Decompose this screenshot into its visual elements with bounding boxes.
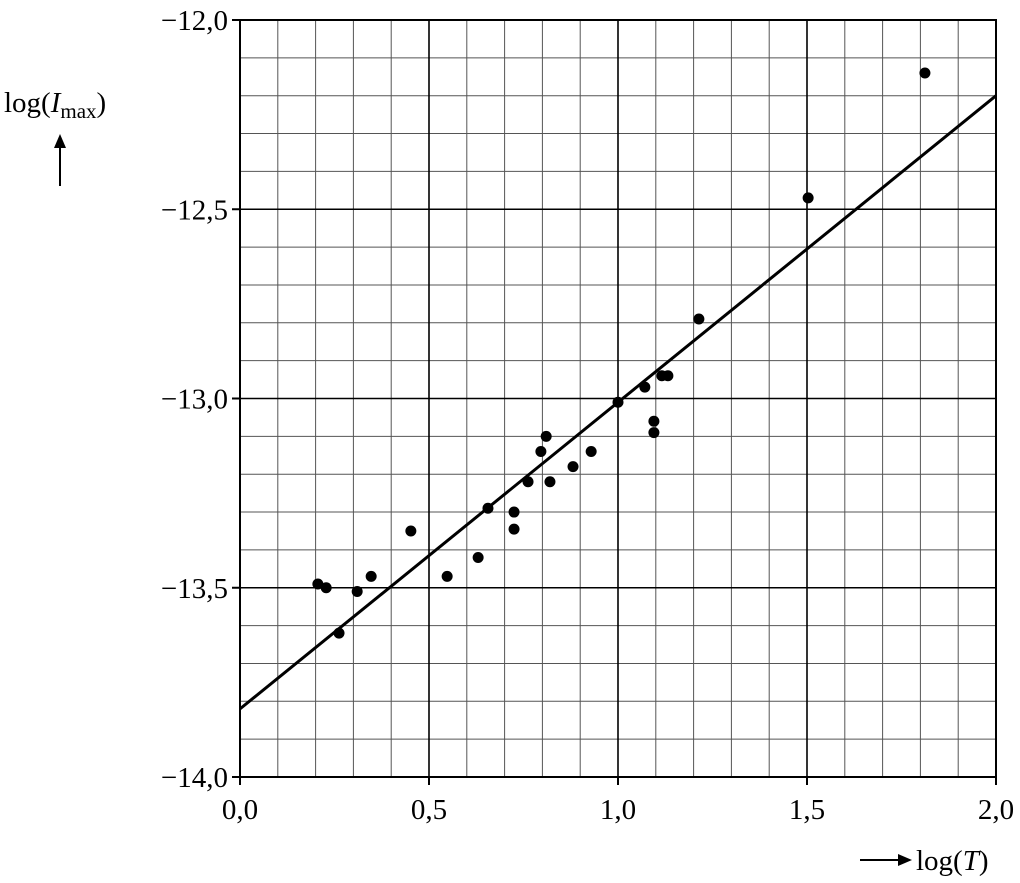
data-point (405, 525, 417, 537)
data-point (662, 370, 674, 382)
data-point (639, 381, 651, 393)
x-tick-label: 1,5 (789, 794, 825, 826)
data-point (585, 445, 597, 457)
x-tick-label: 0,5 (411, 794, 447, 826)
x-tick-label: 0,0 (222, 794, 258, 826)
y-tick-label: −13,0 (161, 384, 228, 416)
x-tick-label: 2,0 (978, 794, 1014, 826)
data-point (441, 570, 453, 582)
plot-frame (239, 19, 997, 778)
data-point (612, 396, 624, 408)
data-point (508, 506, 520, 518)
data-point (482, 502, 494, 514)
data-point (508, 523, 520, 535)
y-tick-label: −14,0 (161, 762, 228, 794)
data-point (320, 582, 332, 594)
y-tick-label: −13,5 (161, 573, 228, 605)
data-point (365, 570, 377, 582)
data-point (333, 627, 345, 639)
x-tick-label: 1,0 (600, 794, 636, 826)
y-tick-label: −12,0 (161, 5, 228, 37)
data-point (648, 427, 660, 439)
data-point (540, 430, 552, 442)
data-point (648, 415, 660, 427)
data-point (312, 578, 324, 590)
data-point (522, 476, 534, 488)
data-point (567, 461, 579, 473)
data-point (535, 445, 547, 457)
x-axis-label: log(T) (916, 845, 989, 877)
data-point (544, 476, 556, 488)
x-arrow-head (898, 854, 912, 866)
data-point (472, 551, 484, 563)
y-tick-label: −12,5 (161, 194, 228, 226)
data-point (351, 586, 363, 598)
data-point (919, 67, 931, 79)
y-label-text: log(Imax) (4, 87, 106, 123)
data-point (693, 313, 705, 325)
y-arrow-head (54, 134, 66, 148)
data-point (802, 192, 814, 204)
y-axis-label: log(Imax) (4, 87, 106, 123)
